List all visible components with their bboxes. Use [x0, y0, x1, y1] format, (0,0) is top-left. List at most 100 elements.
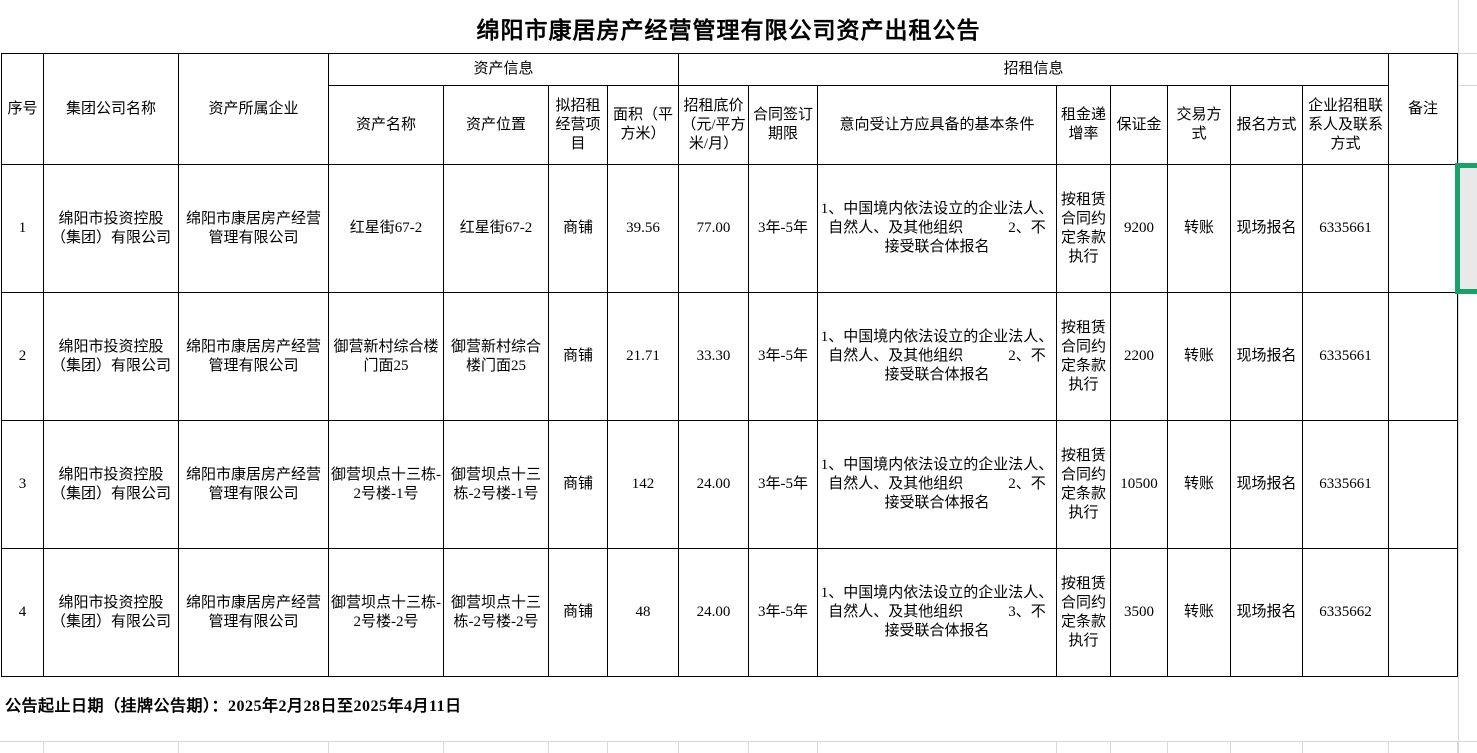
cell-remark[interactable] [1388, 420, 1459, 549]
cell-deposit[interactable]: 2200 [1110, 292, 1169, 421]
cell-owner-company[interactable]: 绵阳市康居房产经营管理有限公司 [178, 164, 329, 293]
header-contact[interactable]: 企业招租联系人及联系方式 [1302, 85, 1390, 165]
cell-base-price[interactable]: 24.00 [678, 548, 750, 677]
cell-owner-company[interactable]: 绵阳市康居房产经营管理有限公司 [178, 420, 329, 549]
conditions-line: 1、中国境内依法设立的企业法人、 [820, 201, 1054, 217]
cell-asset-name[interactable]: 御营坝点十三栋-2号楼-1号 [328, 420, 444, 549]
cell-rent-increase[interactable]: 按租赁合同约定条款执行 [1056, 164, 1112, 293]
cell-trade-method[interactable]: 转账 [1167, 292, 1232, 421]
cell-conditions[interactable]: 1、中国境内依法设立的企业法人、 自然人、及其他组织 2、不 接受联合体报名 [817, 420, 1058, 549]
cell-area[interactable]: 21.71 [606, 292, 680, 421]
asset-rental-table: 序号 集团公司名称 资产所属企业 资产信息 招租信息 备注 资产名称 资产位置 … [1, 53, 1459, 677]
cell-deposit[interactable]: 3500 [1110, 548, 1169, 677]
cell-area[interactable]: 39.56 [606, 164, 680, 293]
header-asset-info[interactable]: 资产信息 [327, 53, 680, 86]
cell-asset-name[interactable]: 御营坝点十三栋-2号楼-2号 [328, 548, 444, 677]
sheet-gridline-stub [548, 741, 549, 753]
header-group-company[interactable]: 集团公司名称 [43, 53, 179, 165]
conditions-line: 接受联合体报名 [884, 239, 990, 255]
cell-group-company[interactable]: 绵阳市投资控股（集团）有限公司 [43, 420, 179, 549]
conditions-line: 自然人、及其他组织 2、不 [828, 476, 1046, 492]
cell-remark[interactable] [1388, 548, 1459, 677]
cell-rent-increase[interactable]: 按租赁合同约定条款执行 [1056, 420, 1112, 549]
cell-group-company[interactable]: 绵阳市投资控股（集团）有限公司 [43, 292, 179, 421]
cell-no[interactable]: 3 [1, 420, 44, 549]
cell-asset-location[interactable]: 御营坝点十三栋-2号楼-1号 [443, 420, 549, 549]
cell-contact[interactable]: 6335661 [1302, 164, 1390, 293]
cell-group-company[interactable]: 绵阳市投资控股（集团）有限公司 [43, 164, 179, 293]
cell-signup-method[interactable]: 现场报名 [1230, 292, 1304, 421]
cell-term[interactable]: 3年-5年 [748, 548, 819, 677]
cell-remark[interactable] [1388, 292, 1459, 421]
cell-project[interactable]: 商铺 [548, 164, 608, 293]
header-rental-info[interactable]: 招租信息 [678, 53, 1390, 86]
sheet-gridline-stub [1056, 741, 1057, 753]
cell-term[interactable]: 3年-5年 [748, 292, 819, 421]
cell-deposit[interactable]: 9200 [1110, 164, 1169, 293]
sheet-gridline-stub [748, 741, 749, 753]
cell-term[interactable]: 3年-5年 [748, 420, 819, 549]
cell-contact[interactable]: 6335661 [1302, 420, 1390, 549]
sheet-gridline-horizontal [1458, 53, 1477, 54]
cell-project[interactable]: 商铺 [548, 420, 608, 549]
cell-remark[interactable] [1388, 164, 1459, 293]
sheet-gridline-stub [1388, 741, 1389, 753]
cell-project[interactable]: 商铺 [548, 292, 608, 421]
cell-trade-method[interactable]: 转账 [1167, 548, 1232, 677]
header-deposit[interactable]: 保证金 [1110, 85, 1169, 165]
header-signup-method[interactable]: 报名方式 [1230, 85, 1304, 165]
cell-deposit[interactable]: 10500 [1110, 420, 1169, 549]
cell-base-price[interactable]: 24.00 [678, 420, 750, 549]
cell-asset-location[interactable]: 红星街67-2 [443, 164, 549, 293]
header-no[interactable]: 序号 [1, 53, 44, 165]
cell-group-company[interactable]: 绵阳市投资控股（集团）有限公司 [43, 548, 179, 677]
sheet-gridline-vertical [1458, 0, 1459, 753]
cell-area[interactable]: 48 [606, 548, 680, 677]
header-area[interactable]: 面积（平方米） [606, 85, 680, 165]
cell-base-price[interactable]: 77.00 [678, 164, 750, 293]
cell-asset-name[interactable]: 红星街67-2 [328, 164, 444, 293]
header-sub-row: 资产名称 资产位置 拟招租经营项目 面积（平方米） 招租底价（元/平方米/月） … [2, 85, 1458, 165]
cell-asset-location[interactable]: 御营新村综合楼门面25 [443, 292, 549, 421]
cell-rent-increase[interactable]: 按租赁合同约定条款执行 [1056, 548, 1112, 677]
cell-term[interactable]: 3年-5年 [748, 164, 819, 293]
cell-base-price[interactable]: 33.30 [678, 292, 750, 421]
header-base-price[interactable]: 招租底价（元/平方米/月） [678, 85, 750, 165]
cell-conditions[interactable]: 1、中国境内依法设立的企业法人、 自然人、及其他组织 3、不 接受联合体报名 [817, 548, 1058, 677]
cell-signup-method[interactable]: 现场报名 [1230, 548, 1304, 677]
cell-conditions[interactable]: 1、中国境内依法设立的企业法人、 自然人、及其他组织 2、不 接受联合体报名 [817, 292, 1058, 421]
cell-contact[interactable]: 6335662 [1302, 548, 1390, 677]
sheet-gridline-stub [678, 741, 679, 753]
cell-conditions[interactable]: 1、中国境内依法设立的企业法人、 自然人、及其他组织 2、不 接受联合体报名 [817, 164, 1058, 293]
cell-trade-method[interactable]: 转账 [1167, 420, 1232, 549]
cell-signup-method[interactable]: 现场报名 [1230, 164, 1304, 293]
header-group-row: 序号 集团公司名称 资产所属企业 资产信息 招租信息 备注 [1, 53, 1459, 165]
cell-no[interactable]: 1 [1, 164, 44, 293]
header-asset-location[interactable]: 资产位置 [443, 85, 549, 165]
header-asset-name[interactable]: 资产名称 [328, 85, 444, 165]
header-conditions[interactable]: 意向受让方应具备的基本条件 [817, 85, 1058, 165]
header-rent-increase[interactable]: 租金递增率 [1056, 85, 1112, 165]
cell-no[interactable]: 2 [1, 292, 44, 421]
cell-asset-location[interactable]: 御营坝点十三栋-2号楼-2号 [443, 548, 549, 677]
header-project[interactable]: 拟招租经营项目 [548, 85, 608, 165]
cell-no[interactable]: 4 [1, 548, 44, 677]
cell-project[interactable]: 商铺 [548, 548, 608, 677]
header-remark[interactable]: 备注 [1388, 53, 1459, 165]
header-owner-company[interactable]: 资产所属企业 [178, 53, 329, 165]
header-trade-method[interactable]: 交易方式 [1167, 85, 1232, 165]
selected-cell[interactable] [1455, 163, 1477, 294]
sheet-gridline-stub [328, 741, 329, 753]
cell-trade-method[interactable]: 转账 [1167, 164, 1232, 293]
header-term[interactable]: 合同签订期限 [748, 85, 819, 165]
sheet-gridline-stub [1167, 741, 1168, 753]
cell-owner-company[interactable]: 绵阳市康居房产经营管理有限公司 [178, 548, 329, 677]
cell-asset-name[interactable]: 御营新村综合楼门面25 [328, 292, 444, 421]
cell-area[interactable]: 142 [606, 420, 680, 549]
cell-signup-method[interactable]: 现场报名 [1230, 420, 1304, 549]
cell-rent-increase[interactable]: 按租赁合同约定条款执行 [1056, 292, 1112, 421]
cell-contact[interactable]: 6335661 [1302, 292, 1390, 421]
cell-owner-company[interactable]: 绵阳市康居房产经营管理有限公司 [178, 292, 329, 421]
conditions-line: 自然人、及其他组织 2、不 [828, 220, 1046, 236]
